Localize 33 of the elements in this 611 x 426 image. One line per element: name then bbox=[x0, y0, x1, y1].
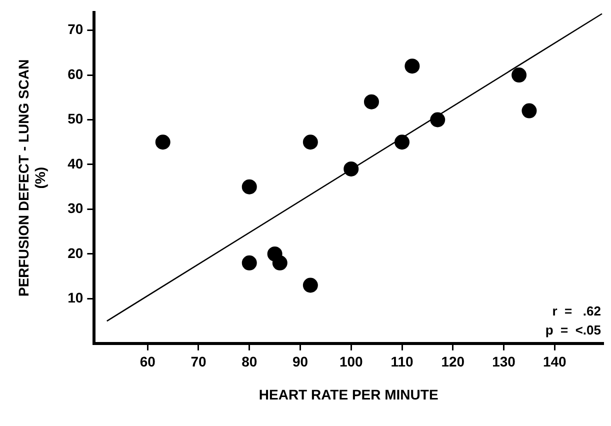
point bbox=[272, 255, 288, 270]
y-tick-label: 50 bbox=[68, 110, 84, 127]
point bbox=[302, 134, 318, 150]
point bbox=[302, 278, 318, 293]
point bbox=[364, 94, 379, 110]
x-tick-label: 120 bbox=[441, 354, 465, 370]
x-tick-label: 130 bbox=[492, 354, 516, 370]
point bbox=[512, 68, 527, 83]
x-axis-title: HEART RATE PER MINUTE bbox=[258, 386, 438, 402]
point bbox=[394, 134, 410, 150]
x-tick-label: 140 bbox=[542, 354, 567, 370]
annotation: r = .62 bbox=[552, 303, 601, 318]
point bbox=[242, 179, 257, 194]
x-tick-label: 90 bbox=[292, 354, 308, 370]
x-tick-label: 80 bbox=[242, 354, 258, 370]
annotation: p = <.05 bbox=[545, 322, 601, 338]
x-tick-label: 60 bbox=[140, 354, 156, 370]
x-tick-label: 70 bbox=[190, 354, 206, 370]
x-tick-label: 100 bbox=[339, 354, 364, 370]
y-tick-label: 70 bbox=[68, 21, 84, 38]
y-tick-label: 40 bbox=[68, 155, 84, 172]
y-tick-label: 10 bbox=[68, 290, 84, 306]
point bbox=[522, 103, 537, 118]
x-tick-label: 110 bbox=[390, 354, 414, 370]
y-tick-label: 20 bbox=[68, 244, 84, 261]
point bbox=[430, 112, 446, 128]
y-tick-label: 60 bbox=[68, 66, 84, 82]
y-axis-title: PERFUSION DEFECT - LUNG SCAN (%) bbox=[15, 59, 48, 297]
y-tick-label: 30 bbox=[68, 200, 84, 216]
point bbox=[155, 134, 170, 150]
point bbox=[344, 161, 359, 176]
point bbox=[242, 255, 257, 270]
point bbox=[404, 58, 420, 74]
